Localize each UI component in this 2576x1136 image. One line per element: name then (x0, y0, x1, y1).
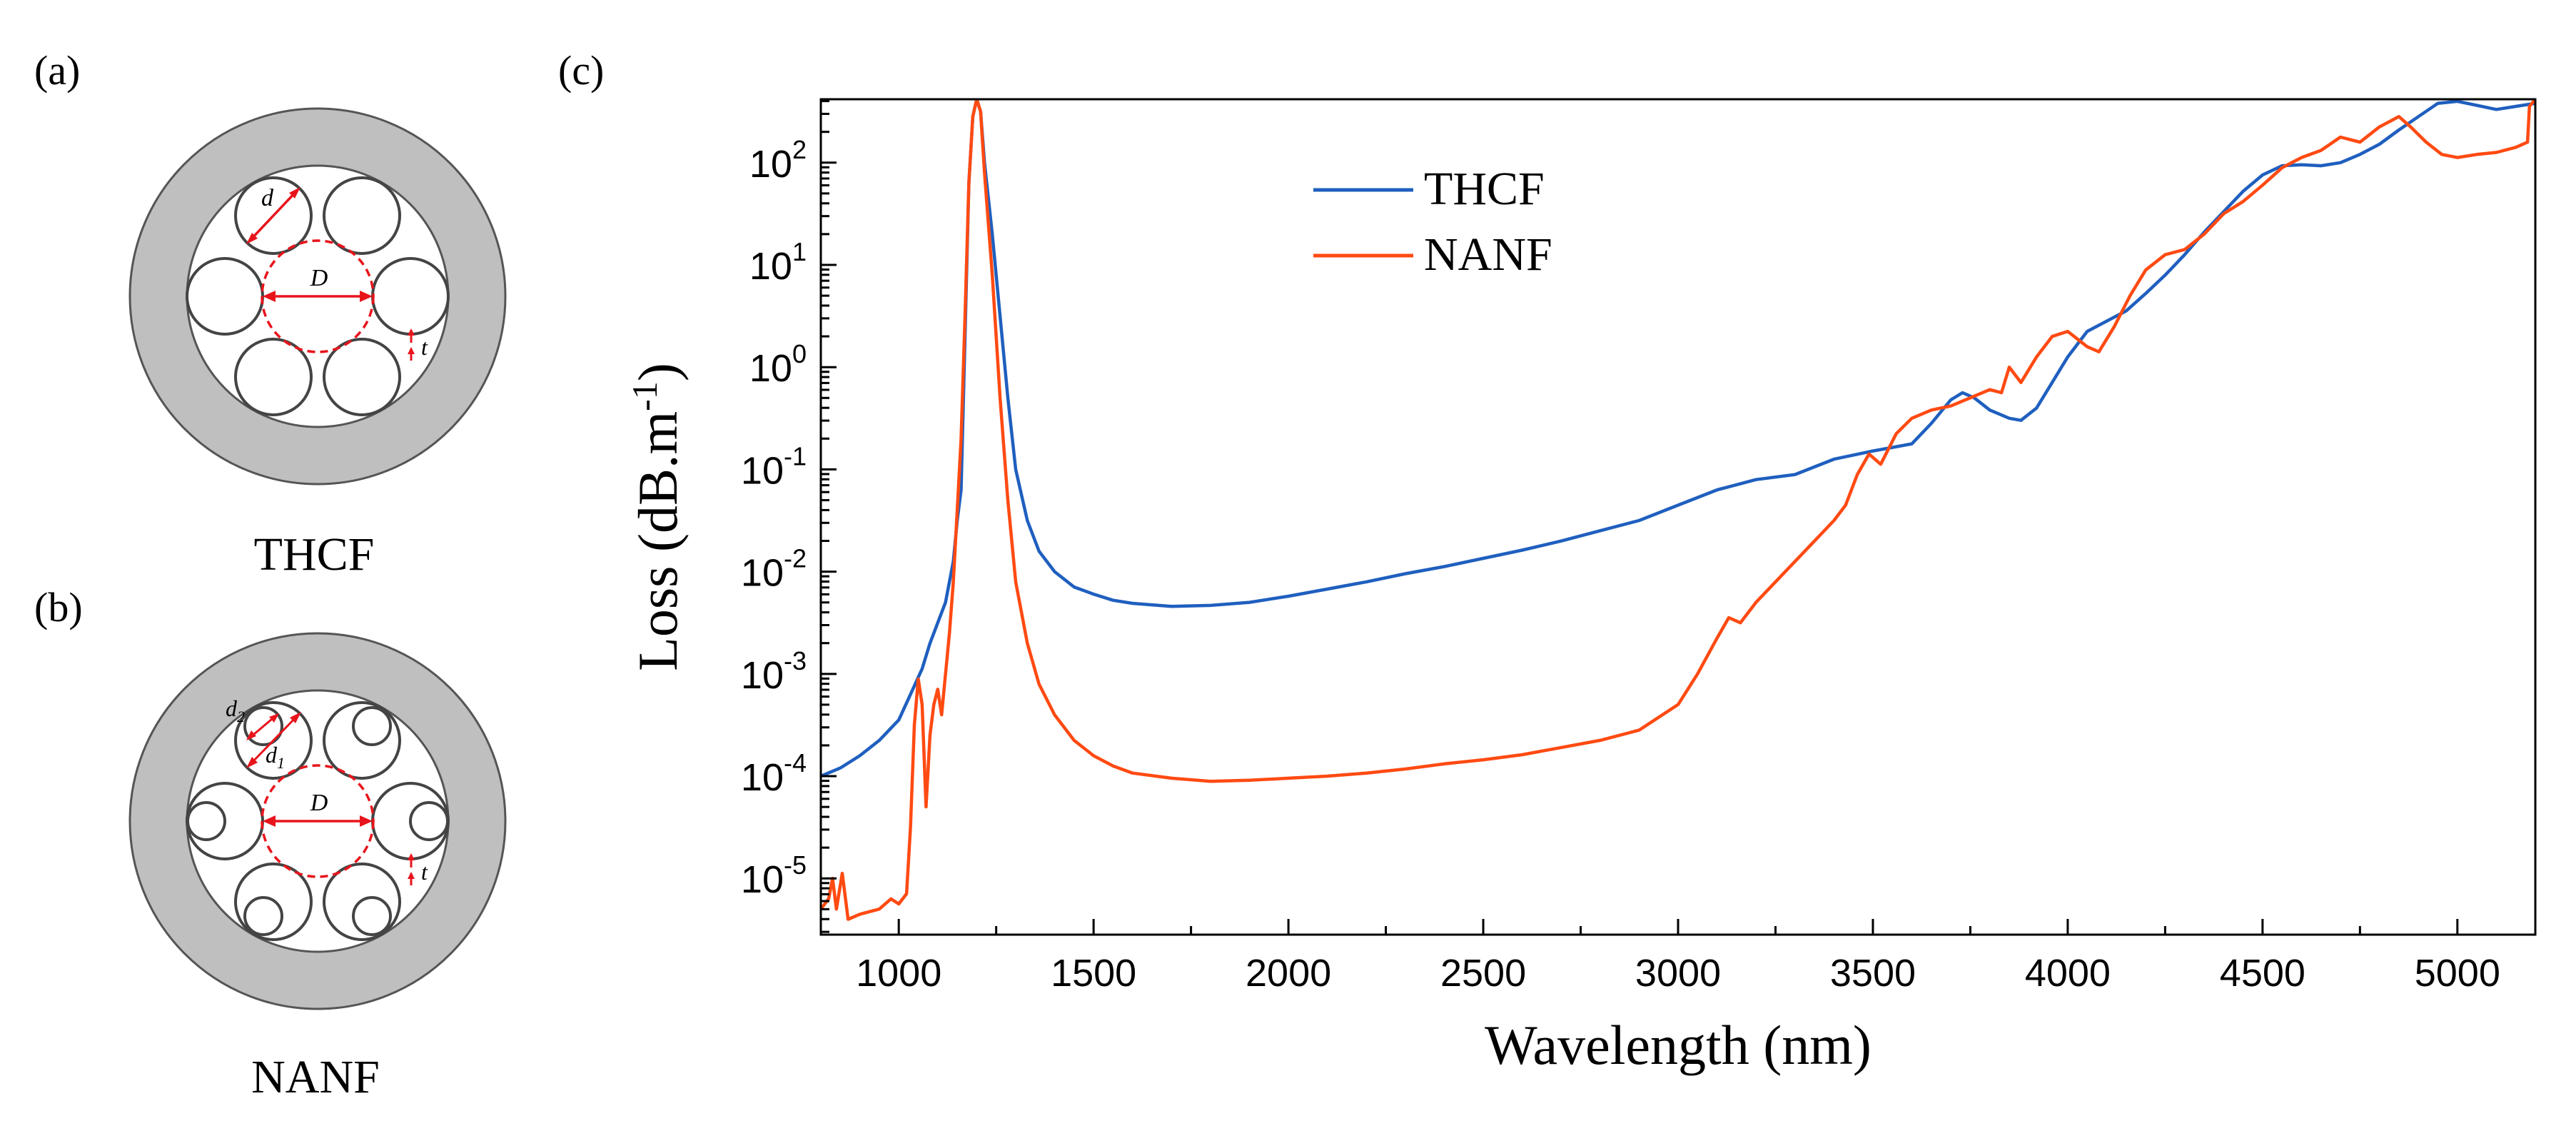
thcf-arrowhead (408, 347, 415, 354)
nanf-nested-capillary (186, 801, 226, 841)
panel-label-c: (c) (558, 47, 604, 94)
thcf-arrowhead (246, 233, 258, 244)
loss-chart: 1000 1500 2000 2500 3000 3500 4000 4500 5000 102… (625, 98, 2537, 1076)
nanf-arrowhead (246, 730, 256, 740)
thcf-arrowhead (289, 187, 300, 198)
x-tick-label: 2000 (1246, 952, 1331, 995)
series-layer (821, 99, 2535, 921)
y-tick-label: 101 (749, 237, 807, 288)
x-tick-label: 1000 (856, 952, 941, 995)
y-tick-label: 10-5 (741, 850, 807, 901)
y-tick-label: 10-4 (741, 748, 807, 799)
x-tick-label: 4000 (2025, 952, 2111, 995)
x-axis-label: Wavelength (nm) (1485, 1014, 1872, 1076)
nanf-arrowhead (263, 815, 276, 827)
nanf-arrowhead (408, 872, 415, 879)
nanf-nested-capillary (352, 896, 392, 936)
thcf-dim-d: d (261, 185, 274, 211)
x-tick-label: 2500 (1440, 952, 1526, 995)
thcf-capillary (323, 338, 401, 416)
thcf-arrowhead (263, 291, 276, 302)
y-tick-label: 10-2 (741, 544, 807, 595)
panel-a: (a) D d t THC (34, 47, 507, 580)
thcf-capillary (323, 176, 401, 255)
nanf-cross-section: D d2 d1 t (128, 632, 507, 1010)
nanf-arrowhead (290, 712, 301, 723)
thcf-arrowhead (408, 328, 415, 336)
nanf-dim-d2: d2 (226, 695, 245, 725)
legend-label-thcf: THCF (1424, 163, 1545, 215)
panel-label-b: (b) (34, 584, 83, 630)
nanf-nested-capillary (409, 801, 449, 841)
nanf-arrowhead (246, 757, 258, 768)
thcf-dim-D: D (310, 265, 328, 291)
series-line-thcf (821, 99, 2535, 778)
y-tick-label: 102 (749, 135, 807, 186)
nanf-nested-capillary (243, 896, 283, 936)
legend: THCF NANF (1313, 163, 1552, 281)
nanf-outer-capillary (234, 701, 313, 780)
y-axis-label: Loss (dB.m-1) (625, 363, 689, 671)
nanf-dim-D: D (310, 790, 328, 816)
nanf-outer-capillary (323, 701, 401, 780)
y-tick-label: 10-1 (741, 441, 807, 492)
nanf-dim-t: t (421, 859, 428, 885)
nanf-outer-diameter-line (248, 713, 300, 767)
x-axis-ticks: 1000 1500 2000 2500 3000 3500 4000 4500 5000 (856, 919, 2500, 995)
x-tick-label: 3000 (1635, 952, 1721, 995)
nanf-core-dashed-circle (261, 764, 375, 878)
plot-frame (819, 98, 2537, 936)
nanf-nested-capillary (352, 706, 392, 746)
thcf-capillary (234, 176, 313, 255)
nanf-caption: NANF (251, 1051, 380, 1103)
panel-b: (b) D d2 (34, 584, 507, 1103)
legend-label-nanf: NANF (1424, 228, 1552, 281)
thcf-dim-t: t (421, 334, 428, 360)
nanf-arrowhead (269, 713, 279, 723)
thcf-cross-section: D d t (128, 107, 507, 486)
x-tick-label: 1500 (1051, 952, 1136, 995)
y-axis-ticks: 102 101 100 10-1 10-2 10-3 10-4 10-5 (741, 100, 837, 933)
panel-c: (c) 1000 1500 2000 2500 3000 3500 4000 4500 5000… (558, 47, 2537, 1076)
nanf-nested-capillary (243, 706, 283, 746)
y-tick-label: 100 (749, 339, 807, 390)
thcf-capillary-diameter-line (248, 189, 299, 243)
x-tick-label: 5000 (2415, 952, 2500, 995)
thcf-caption: THCF (254, 528, 375, 580)
nanf-outer-capillary (323, 863, 401, 941)
thcf-capillary (234, 338, 313, 416)
nanf-arrowhead (408, 853, 415, 860)
panel-label-a: (a) (34, 47, 80, 94)
x-tick-label: 3500 (1830, 952, 1916, 995)
nanf-outer-capillary (234, 863, 313, 941)
y-tick-label: 10-3 (741, 646, 807, 697)
nanf-dim-d1: d1 (266, 742, 285, 772)
nanf-arrowhead (360, 815, 373, 827)
thcf-core-dashed-circle (261, 239, 375, 353)
x-tick-label: 4500 (2220, 952, 2305, 995)
thcf-arrowhead (360, 291, 373, 302)
series-line-nanf (821, 99, 2535, 921)
